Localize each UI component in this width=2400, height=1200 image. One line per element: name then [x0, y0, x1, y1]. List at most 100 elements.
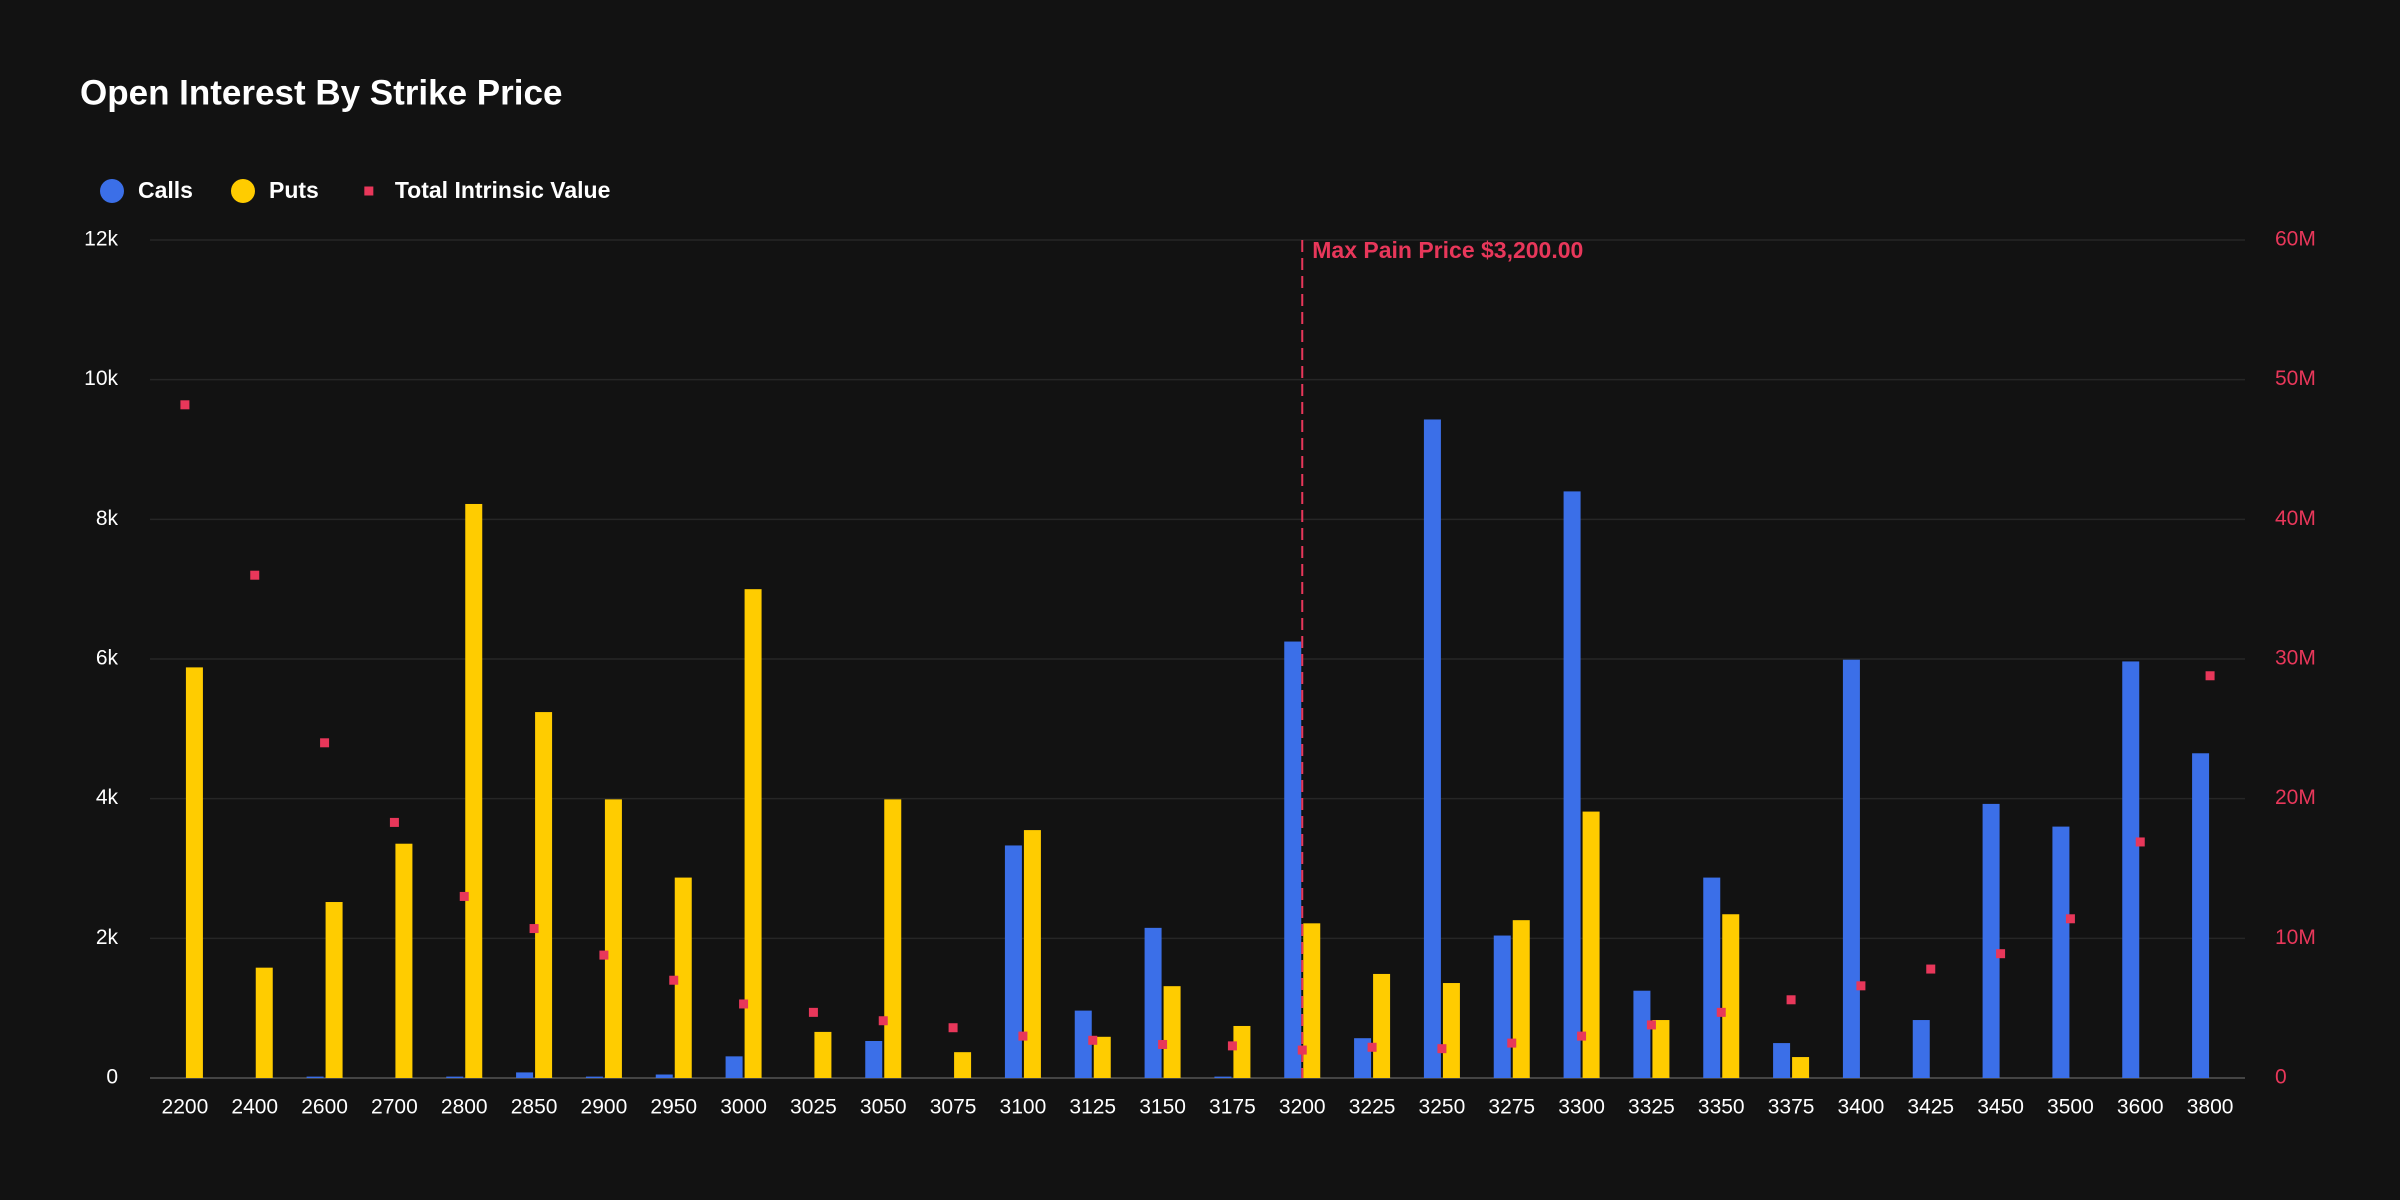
x-tick-label: 3050	[860, 1096, 907, 1119]
x-tick-label: 2600	[301, 1096, 348, 1119]
y-tick-label: 4k	[96, 786, 119, 809]
x-tick-label: 3450	[1977, 1096, 2024, 1119]
y-tick-label: 6k	[96, 647, 119, 670]
bar	[725, 1056, 743, 1078]
y2-tick-label: 50M	[2275, 367, 2316, 390]
bar	[395, 843, 413, 1078]
marker	[1716, 1007, 1726, 1017]
bar	[585, 1076, 603, 1078]
bar	[1423, 419, 1441, 1078]
bar	[1004, 845, 1022, 1078]
x-tick-label: 2700	[371, 1096, 418, 1119]
marker	[739, 999, 749, 1009]
bar	[954, 1052, 972, 1078]
legend-label: Total Intrinsic Value	[395, 177, 611, 203]
bar	[1233, 1025, 1251, 1078]
x-tick-label: 3375	[1768, 1096, 1815, 1119]
legend-label: Puts	[269, 177, 319, 203]
marker	[2135, 837, 2145, 847]
x-tick-label: 2400	[231, 1096, 278, 1119]
y-tick-label: 10k	[84, 367, 118, 390]
x-tick-label: 2950	[650, 1096, 697, 1119]
bar	[1214, 1076, 1232, 1078]
bar	[306, 1076, 324, 1078]
x-tick-label: 3175	[1209, 1096, 1256, 1119]
x-tick-label: 2800	[441, 1096, 488, 1119]
y-tick-label: 0	[106, 1066, 118, 1089]
marker	[1018, 1031, 1028, 1041]
x-tick-label: 3250	[1419, 1096, 1466, 1119]
marker	[1926, 964, 1936, 974]
marker	[2205, 671, 2215, 681]
bar	[604, 799, 622, 1078]
bar	[865, 1040, 883, 1078]
marker	[1088, 1035, 1098, 1045]
marker	[1996, 949, 2006, 959]
x-tick-label: 3025	[790, 1096, 837, 1119]
marker	[1577, 1031, 1587, 1041]
x-tick-label: 2900	[581, 1096, 628, 1119]
marker	[180, 400, 190, 410]
bar	[1982, 803, 2000, 1078]
legend-label: Calls	[138, 177, 193, 203]
marker	[529, 924, 539, 934]
x-tick-label: 3400	[1838, 1096, 1885, 1119]
x-tick-label: 3000	[720, 1096, 767, 1119]
x-tick-label: 3300	[1558, 1096, 1605, 1119]
legend-marker	[364, 186, 374, 196]
x-tick-label: 3125	[1069, 1096, 1116, 1119]
bar	[465, 503, 483, 1079]
y2-tick-label: 60M	[2275, 228, 2316, 251]
bar	[446, 1076, 464, 1078]
bar	[1703, 877, 1721, 1078]
x-tick-label: 2850	[511, 1096, 558, 1119]
marker	[1786, 995, 1796, 1005]
y2-tick-label: 0	[2275, 1066, 2287, 1089]
x-tick-label: 3150	[1139, 1096, 1186, 1119]
marker	[599, 950, 609, 960]
bar	[1842, 659, 1860, 1078]
bar	[516, 1072, 534, 1078]
bar	[1354, 1038, 1372, 1078]
bar	[1722, 914, 1740, 1078]
y-tick-label: 2k	[96, 926, 119, 949]
y-tick-label: 8k	[96, 507, 119, 530]
x-tick-label: 3200	[1279, 1096, 1326, 1119]
marker	[1856, 981, 1866, 991]
bar	[255, 967, 273, 1078]
bar	[1144, 927, 1162, 1078]
bar	[1563, 491, 1581, 1078]
bar	[674, 877, 692, 1078]
x-tick-label: 3225	[1349, 1096, 1396, 1119]
marker	[1367, 1042, 1377, 1052]
y2-tick-label: 20M	[2275, 786, 2316, 809]
bar	[325, 902, 343, 1078]
marker	[1158, 1039, 1168, 1049]
bar	[2122, 661, 2140, 1078]
y-tick-label: 12k	[84, 228, 118, 251]
y2-tick-label: 30M	[2275, 647, 2316, 670]
x-tick-label: 3425	[1907, 1096, 1954, 1119]
bar	[744, 589, 762, 1078]
marker	[878, 1016, 888, 1026]
legend-marker	[100, 179, 124, 203]
marker	[808, 1007, 818, 1017]
marker	[948, 1023, 958, 1033]
marker	[389, 817, 399, 827]
bar	[1582, 811, 1600, 1078]
x-tick-label: 3500	[2047, 1096, 2094, 1119]
bar	[1163, 986, 1181, 1078]
bar	[1284, 641, 1302, 1078]
marker	[459, 891, 469, 901]
annotation-text: Max Pain Price $3,200.00	[1312, 237, 1583, 263]
bar	[1633, 990, 1651, 1078]
x-tick-label: 3325	[1628, 1096, 1675, 1119]
bar	[2192, 753, 2210, 1078]
bar	[1442, 983, 1460, 1078]
x-tick-label: 3275	[1488, 1096, 1535, 1119]
bar	[1074, 1010, 1092, 1078]
bar	[1773, 1043, 1791, 1078]
x-tick-label: 2200	[162, 1096, 209, 1119]
marker	[250, 570, 260, 580]
